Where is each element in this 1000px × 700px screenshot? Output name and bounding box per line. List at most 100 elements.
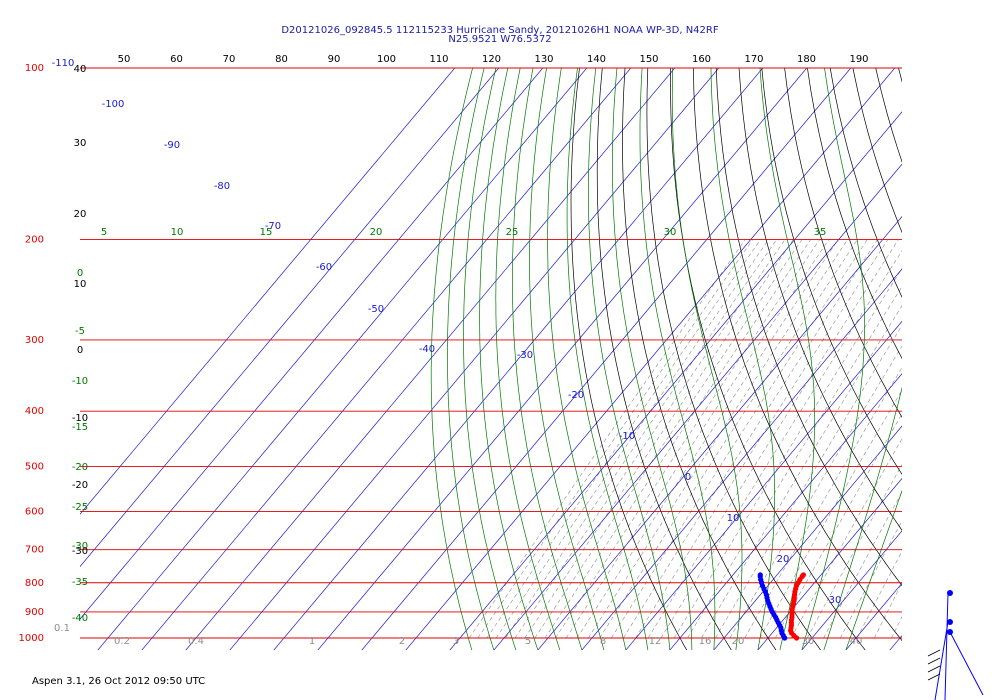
isotherm-line: [449, 111, 902, 650]
mixing-ratio-tick-label: 1: [309, 636, 315, 647]
theta-e-tick-label: 20: [370, 227, 383, 238]
isotherm-line: [361, 68, 852, 650]
chart-title: D20121026_092845.5 112115233 Hurricane S…: [281, 25, 718, 36]
mixing-ratio-line: [775, 413, 902, 639]
moist-adiabat-line: [823, 386, 902, 650]
pressure-tick-label: 100: [25, 63, 44, 74]
temperature-tick-label: -40: [419, 344, 435, 355]
left-temp-tick-label: 20: [74, 209, 87, 220]
dry-adiabat-line: [807, 68, 902, 360]
wind-barb-tick: [927, 665, 941, 673]
isotherm-line: [669, 373, 902, 650]
isotherm-line: [625, 320, 902, 650]
temperature-tick-label: -90: [164, 140, 180, 151]
mixing-ratio-line: [807, 464, 902, 639]
theta-tick-label: 80: [275, 54, 288, 65]
wind-barb: [934, 621, 949, 700]
temperature-profile-point: [800, 572, 807, 578]
temperature-tick-label: -60: [316, 262, 332, 273]
theta-tick-label: 120: [482, 54, 501, 65]
isotherm-line: [757, 477, 902, 650]
left-theta-tick-label: -35: [72, 577, 88, 588]
isotherm-line: [80, 68, 456, 515]
theta-tick-label: 100: [377, 54, 396, 65]
mixing-ratio-line: [477, 239, 753, 639]
mixing-ratio-tick-label: 0.1: [54, 623, 70, 634]
moist-adiabat-line: [430, 68, 473, 650]
temperature-tick-label: -10: [619, 431, 635, 442]
isotherm-line: [537, 216, 902, 650]
left-theta-tick-label: -25: [72, 502, 88, 513]
wind-barb-tick: [927, 657, 941, 665]
left-temp-tick-label: 40: [74, 64, 87, 75]
wind-level-marker: [947, 619, 953, 625]
left-theta-tick-label: -30: [72, 541, 88, 552]
temperature-tick-label: 20: [777, 554, 790, 565]
left-theta-tick-label: -40: [72, 613, 88, 624]
left-temp-tick-label: -30: [72, 546, 88, 557]
dry-adiabat-line: [570, 68, 688, 650]
dry-adiabat-line: [761, 68, 902, 475]
temperature-tick-label: -30: [517, 350, 533, 361]
theta-tick-label: 180: [797, 54, 816, 65]
dry-adiabat-line: [959, 42, 1000, 650]
wind-barb: [949, 631, 984, 696]
pressure-tick-label: 700: [25, 545, 44, 556]
isotherm-line: [713, 425, 902, 650]
mixing-ratio-tick-label: 40: [850, 636, 863, 647]
chart-grid: [80, 42, 1000, 658]
dry-adiabat-line: [670, 68, 866, 650]
moist-adiabat-line: [566, 68, 649, 650]
moist-adiabat-line: [529, 68, 605, 650]
theta-tick-label: 50: [118, 54, 131, 65]
mixing-ratio-tick-label: 0.2: [114, 636, 130, 647]
mixing-ratio-tick-label: 16: [699, 636, 712, 647]
mixing-ratio-line: [891, 615, 902, 639]
moist-adiabat-line: [639, 68, 716, 650]
pressure-tick-label: 1000: [19, 633, 44, 644]
moist-adiabat-line: [845, 489, 902, 650]
moist-adiabat-line: [710, 68, 775, 650]
left-theta-tick-label: -20: [72, 462, 88, 473]
left-temp-tick-label: 0: [77, 345, 83, 356]
isotherm-line: [889, 635, 902, 650]
left-temp-tick-label: 10: [74, 279, 87, 290]
mixing-ratio-line: [505, 239, 777, 639]
theta-e-tick-label: 35: [814, 227, 827, 238]
moist-adiabat-line: [588, 68, 671, 650]
moist-adiabat-line: [612, 68, 693, 650]
dry-adiabat-line: [898, 68, 902, 83]
chart-footer: Aspen 3.1, 26 Oct 2012 09:50 UTC: [32, 676, 206, 687]
theta-tick-label: 70: [223, 54, 236, 65]
temperature-tick-label: -70: [265, 221, 281, 232]
dry-adiabat-line: [981, 42, 1000, 650]
moist-adiabat-line: [447, 68, 495, 650]
sounding-profiles: [757, 572, 807, 641]
isotherm-line: [80, 68, 500, 568]
wind-barb-tick: [927, 649, 941, 657]
isotherm-line: [80, 68, 544, 620]
temperature-tick-label: -80: [214, 181, 230, 192]
isotherm-line: [927, 68, 1000, 658]
moist-adiabat-line: [463, 68, 517, 650]
pressure-tick-label: 800: [25, 578, 44, 589]
theta-tick-label: 140: [587, 54, 606, 65]
dry-adiabat-line: [915, 42, 1000, 650]
pressure-tick-label: 300: [25, 335, 44, 346]
temperature-tick-label: -110: [52, 58, 75, 69]
mixing-ratio-line: [468, 239, 746, 639]
temperature-tick-label: 30: [829, 595, 842, 606]
isotherm-line: [493, 163, 902, 650]
temperature-tick-label: -100: [102, 99, 125, 110]
mixing-ratio-line: [623, 239, 878, 639]
mixing-ratio-tick-label: 2: [399, 636, 405, 647]
mixing-ratio-tick-label: 5: [525, 636, 531, 647]
isotherm-line: [581, 268, 902, 650]
dry-adiabat-line: [829, 68, 902, 298]
mixing-ratio-tick-label: 30: [802, 636, 815, 647]
temperature-tick-label: -20: [568, 390, 584, 401]
mixing-ratio-line: [486, 239, 761, 639]
theta-e-tick-label: 10: [171, 227, 184, 238]
dry-adiabat-line: [715, 68, 902, 587]
